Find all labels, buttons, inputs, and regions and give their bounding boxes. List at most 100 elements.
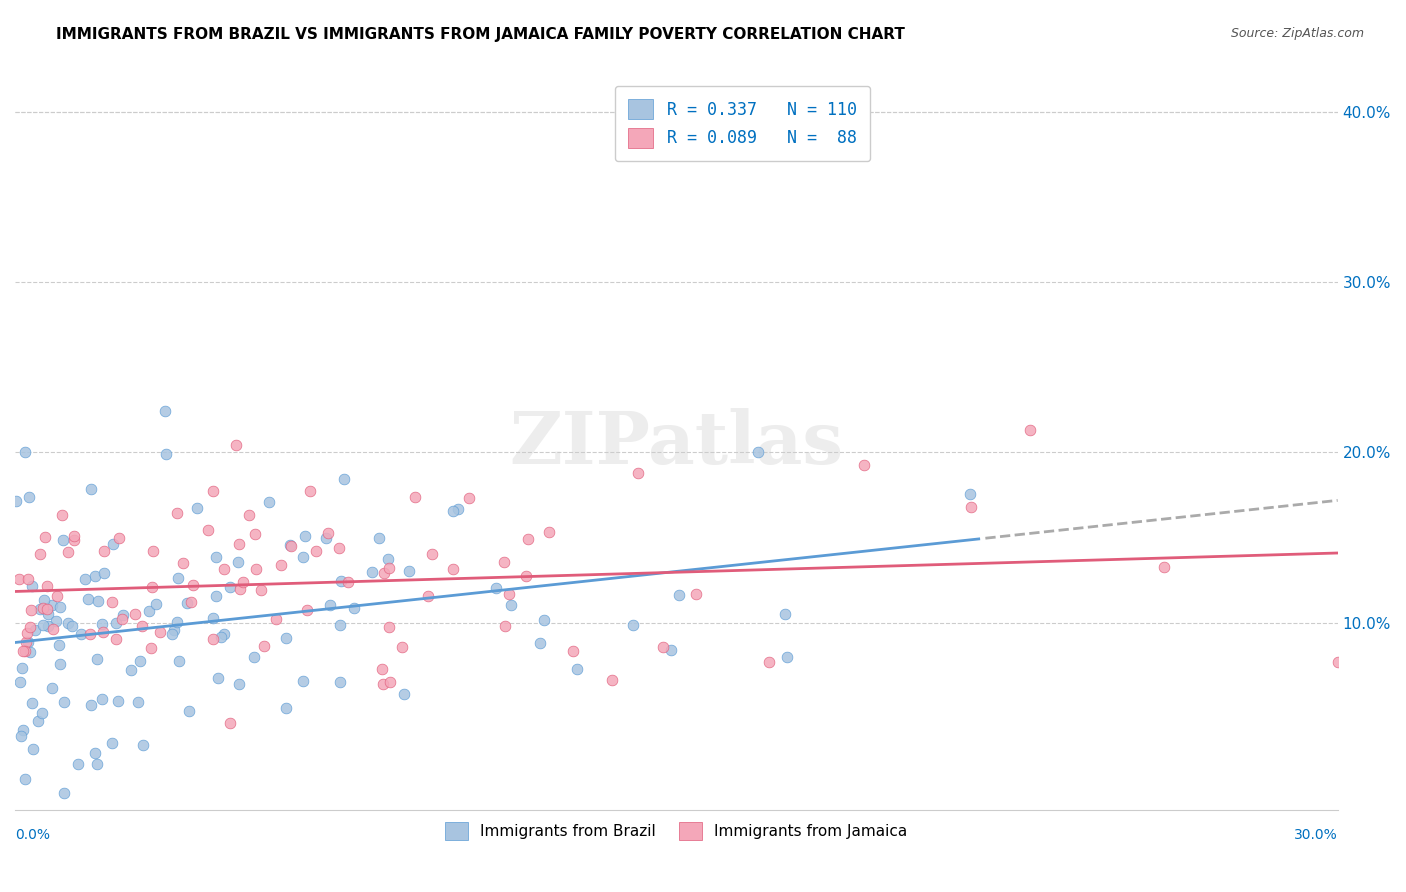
- Point: [11, 643, 34, 657]
- Point: [35, 579, 58, 593]
- Point: [56, 544, 79, 558]
- Point: [179, 704, 201, 718]
- Point: [280, 538, 302, 552]
- Point: [128, 654, 150, 668]
- Point: [131, 619, 153, 633]
- Point: [516, 532, 538, 546]
- Point: [41, 598, 63, 612]
- Point: [90, 692, 112, 706]
- Point: [201, 483, 224, 498]
- Point: [316, 525, 339, 540]
- Point: [298, 483, 321, 498]
- Point: [276, 632, 298, 646]
- Point: [111, 612, 134, 626]
- Point: [294, 529, 316, 543]
- Point: [776, 649, 799, 664]
- Point: [226, 555, 249, 569]
- Point: [101, 537, 124, 551]
- Point: [225, 438, 247, 452]
- Point: [84, 746, 107, 760]
- Point: [17, 572, 39, 586]
- Point: [15, 626, 38, 640]
- Point: [561, 644, 583, 658]
- Point: [668, 589, 690, 603]
- Point: [172, 557, 194, 571]
- Point: [160, 627, 183, 641]
- Point: [73, 572, 96, 586]
- Point: [101, 736, 124, 750]
- Point: [319, 598, 342, 612]
- Point: [228, 537, 250, 551]
- Point: [124, 607, 146, 621]
- Point: [202, 632, 225, 647]
- Point: [747, 445, 769, 459]
- Point: [209, 630, 232, 644]
- Point: [37, 607, 59, 621]
- Point: [533, 613, 555, 627]
- Point: [685, 587, 707, 601]
- Point: [329, 618, 352, 632]
- Point: [108, 531, 131, 545]
- Point: [207, 671, 229, 685]
- Point: [373, 566, 395, 581]
- Point: [70, 627, 93, 641]
- Point: [48, 657, 70, 671]
- Point: [498, 587, 520, 601]
- Point: [627, 467, 650, 481]
- Point: [91, 624, 114, 639]
- Point: [52, 533, 75, 547]
- Point: [333, 472, 356, 486]
- Point: [398, 564, 420, 578]
- Point: [494, 619, 516, 633]
- Point: [142, 543, 165, 558]
- Point: [120, 663, 142, 677]
- Point: [15, 635, 38, 649]
- Point: [93, 543, 115, 558]
- Point: [501, 599, 523, 613]
- Legend: R = 0.337   N = 110, R = 0.089   N =  88: R = 0.337 N = 110, R = 0.089 N = 88: [614, 86, 870, 161]
- Point: [101, 595, 124, 609]
- Point: [27, 714, 49, 728]
- Point: [80, 698, 103, 712]
- Point: [105, 632, 128, 646]
- Point: [13, 644, 35, 658]
- Point: [257, 495, 280, 509]
- Point: [93, 566, 115, 580]
- Point: [153, 404, 176, 418]
- Point: [11, 661, 34, 675]
- Point: [228, 677, 250, 691]
- Text: ZIPatlas: ZIPatlas: [509, 409, 844, 479]
- Point: [959, 487, 981, 501]
- Point: [651, 640, 673, 654]
- Point: [14, 445, 37, 459]
- Point: [270, 558, 292, 572]
- Point: [166, 615, 188, 630]
- Point: [485, 581, 508, 595]
- Point: [155, 447, 177, 461]
- Point: [378, 620, 401, 634]
- Point: [621, 617, 644, 632]
- Point: [447, 502, 470, 516]
- Point: [86, 756, 108, 771]
- Point: [292, 673, 315, 688]
- Point: [87, 594, 110, 608]
- Point: [52, 694, 75, 708]
- Point: [232, 575, 254, 590]
- Point: [17, 634, 39, 648]
- Point: [32, 593, 55, 607]
- Point: [1153, 560, 1175, 574]
- Point: [30, 547, 52, 561]
- Point: [212, 627, 235, 641]
- Point: [392, 687, 415, 701]
- Point: [201, 611, 224, 625]
- Point: [167, 654, 190, 668]
- Point: [139, 640, 162, 655]
- Point: [441, 562, 464, 576]
- Point: [183, 577, 205, 591]
- Point: [253, 639, 276, 653]
- Point: [218, 715, 240, 730]
- Point: [149, 624, 172, 639]
- Point: [42, 622, 65, 636]
- Point: [18, 620, 41, 634]
- Point: [280, 539, 302, 553]
